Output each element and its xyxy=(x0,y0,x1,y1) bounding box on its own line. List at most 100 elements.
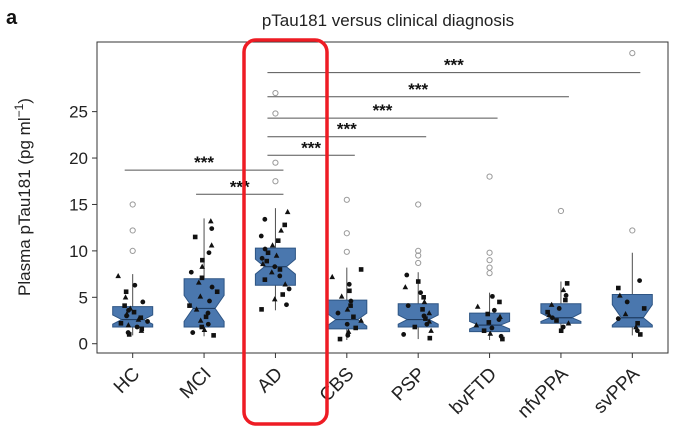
significance-label: *** xyxy=(408,80,428,99)
data-point-square xyxy=(554,318,559,323)
outlier-point xyxy=(343,248,350,255)
data-point-triangle xyxy=(546,311,552,318)
data-point-square xyxy=(337,336,343,342)
box-group-hc xyxy=(112,201,154,337)
data-point-circle xyxy=(277,273,283,279)
data-point-square xyxy=(123,289,129,295)
data-point-circle xyxy=(624,299,630,305)
data-point-triangle xyxy=(278,227,284,233)
data-point-circle xyxy=(637,278,642,283)
data-point-square xyxy=(485,311,491,317)
data-point-square xyxy=(423,316,428,321)
outlier-point xyxy=(272,110,279,117)
data-point-circle xyxy=(125,330,131,335)
data-point-square xyxy=(347,288,352,294)
data-point-square xyxy=(131,309,137,315)
x-tick-label-cbs: CBS xyxy=(316,364,358,406)
outlier-point xyxy=(343,196,350,203)
data-point-square xyxy=(200,257,205,263)
y-tick-label: 0 xyxy=(79,335,88,354)
data-point-square xyxy=(280,292,286,297)
data-point-circle xyxy=(401,332,407,337)
significance-label: *** xyxy=(230,177,250,196)
data-point-circle xyxy=(134,324,140,330)
outlier-point xyxy=(415,247,422,254)
panel-label: a xyxy=(6,7,18,29)
data-point-circle xyxy=(262,246,268,252)
data-point-square xyxy=(641,306,647,311)
data-point-triangle xyxy=(124,311,130,317)
data-point-circle xyxy=(140,299,146,305)
data-point-triangle xyxy=(428,327,434,333)
data-point-square xyxy=(481,328,487,334)
outlier-point xyxy=(486,257,493,264)
data-point-circle xyxy=(560,324,566,330)
data-point-circle xyxy=(262,216,268,222)
data-point-square xyxy=(564,281,570,286)
data-point-triangle xyxy=(487,330,494,336)
data-point-triangle xyxy=(402,284,409,290)
data-point-square xyxy=(637,332,643,337)
data-point-circle xyxy=(190,330,196,335)
outlier-point xyxy=(557,207,565,215)
data-point-triangle xyxy=(282,281,289,287)
box-plots xyxy=(112,50,653,342)
box-group-nfvppa xyxy=(540,207,582,334)
data-point-square xyxy=(412,324,418,330)
x-axis: HC MCI AD CBS PSP bvFTD nfvPPA svPPA xyxy=(110,353,644,422)
x-tick-label-psp: PSP xyxy=(388,364,430,406)
data-point-circle xyxy=(259,255,265,261)
significance-annotations: *** *** *** *** *** *** *** xyxy=(124,56,641,196)
data-point-square xyxy=(497,299,502,305)
box-group-mci xyxy=(183,218,225,338)
significance-label: *** xyxy=(337,120,357,139)
data-point-square xyxy=(199,324,205,330)
y-tick-label: 10 xyxy=(69,242,88,261)
data-point-triangle xyxy=(271,296,278,302)
outlier-point xyxy=(486,270,493,277)
data-point-circle xyxy=(491,307,497,313)
box-group-psp xyxy=(397,201,439,341)
data-point-triangle xyxy=(622,311,629,317)
data-point-triangle xyxy=(474,303,481,309)
y-tick-label: 5 xyxy=(79,288,88,307)
data-point-circle xyxy=(206,250,212,256)
box-group-cbs xyxy=(326,196,368,342)
data-point-circle xyxy=(286,286,292,292)
data-point-triangle xyxy=(115,272,121,279)
x-tick-label-mci: MCI xyxy=(176,364,215,403)
data-point-circle xyxy=(615,316,621,322)
outlier-point xyxy=(129,201,136,208)
data-point-triangle xyxy=(269,269,275,275)
data-point-triangle xyxy=(565,320,572,326)
data-point-circle xyxy=(418,290,424,296)
data-point-square xyxy=(427,335,433,341)
data-point-circle xyxy=(634,328,640,334)
box-group-bvftd xyxy=(469,173,511,342)
outlier-point xyxy=(415,201,422,208)
x-tick-label-bvftd: bvFTD xyxy=(446,364,501,419)
significance-label: *** xyxy=(194,153,214,172)
data-point-circle xyxy=(207,298,212,304)
data-point-circle xyxy=(344,321,350,327)
data-point-circle xyxy=(258,233,264,239)
data-point-circle xyxy=(205,310,211,316)
data-point-triangle xyxy=(195,279,202,285)
data-point-square xyxy=(138,315,144,321)
outlier-point xyxy=(272,89,279,97)
data-point-square xyxy=(118,320,124,326)
data-point-triangle xyxy=(426,310,433,316)
y-tick-label: 25 xyxy=(69,103,88,122)
data-point-square xyxy=(486,320,492,325)
data-point-square xyxy=(275,238,281,243)
data-point-square xyxy=(353,325,358,331)
x-tick-label-hc: HC xyxy=(110,364,144,398)
y-axis-label: Plasma pTau181 (pg ml−1) xyxy=(12,98,34,296)
data-point-square xyxy=(348,303,353,308)
data-point-triangle xyxy=(193,306,200,312)
data-point-triangle xyxy=(125,322,132,328)
notched-box xyxy=(183,278,225,328)
data-point-square xyxy=(420,307,425,312)
data-point-square xyxy=(616,285,621,291)
data-point-triangle xyxy=(426,318,432,324)
